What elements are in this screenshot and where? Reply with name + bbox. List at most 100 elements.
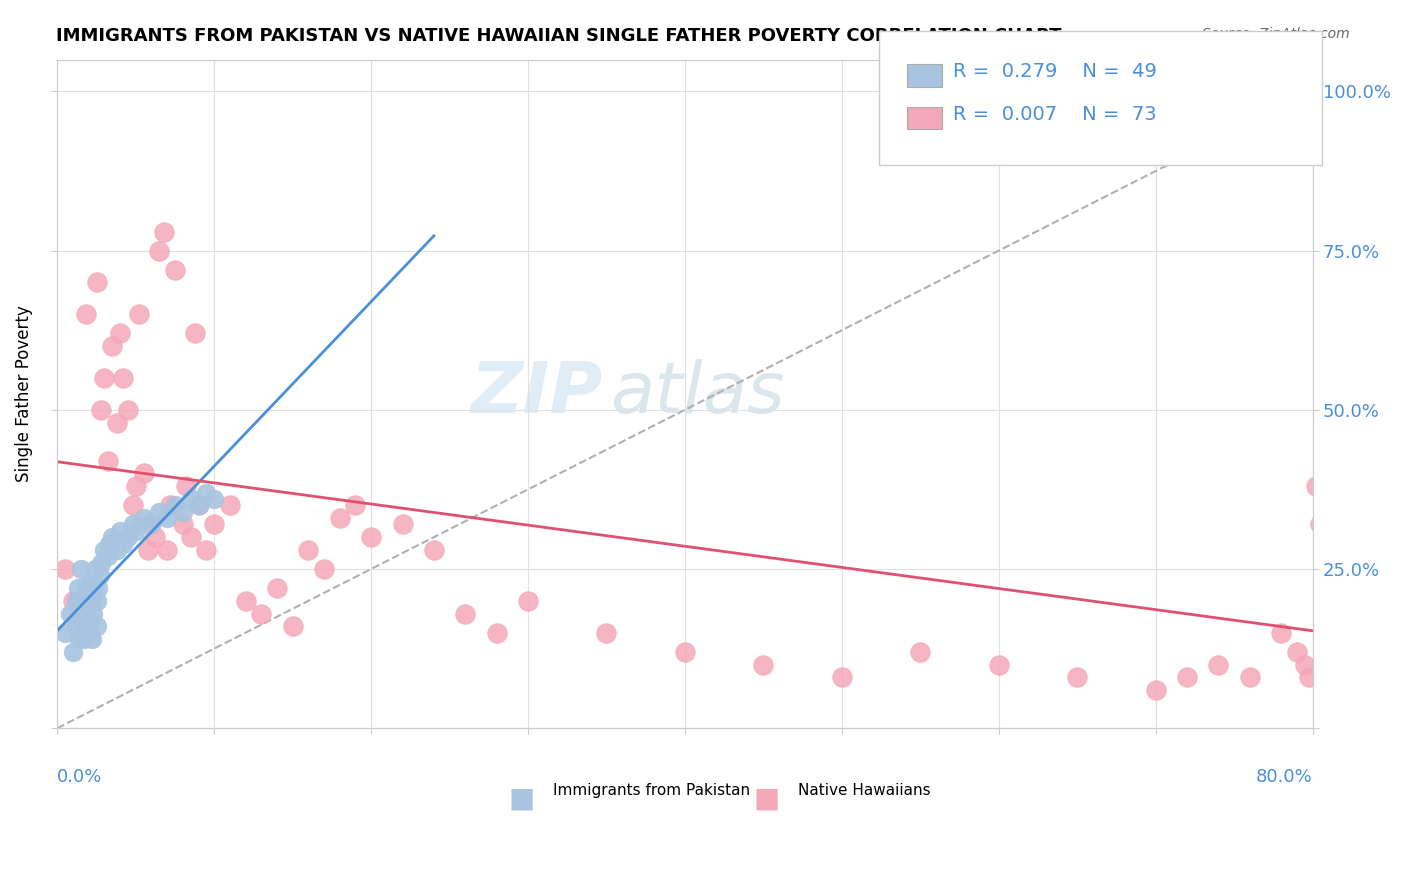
Point [79, 613, 101, 627]
Text: IMMIGRANTS FROM PAKISTAN VS NATIVE HAWAIIAN SINGLE FATHER POVERTY CORRELATION CH: IMMIGRANTS FROM PAKISTAN VS NATIVE HAWAI… [56, 27, 1062, 45]
Point [517, 594, 540, 608]
Point [80, 632, 103, 646]
Point [195, 542, 218, 557]
Point [73, 594, 96, 608]
Point [1208, 657, 1230, 672]
Point [77, 625, 100, 640]
Point [156, 542, 179, 557]
Point [128, 307, 150, 321]
Point [595, 625, 617, 640]
Y-axis label: Single Father Poverty: Single Father Poverty [15, 306, 32, 483]
Point [1270, 625, 1292, 640]
Point [117, 402, 139, 417]
Point [112, 536, 135, 550]
Point [153, 225, 176, 239]
Point [132, 467, 155, 481]
Point [53, 562, 76, 576]
Point [423, 542, 446, 557]
Point [266, 581, 288, 595]
Point [910, 645, 932, 659]
Point [87, 581, 110, 595]
Text: Immigrants from Pakistan: Immigrants from Pakistan [553, 783, 751, 798]
Point [101, 339, 124, 353]
Point [202, 517, 225, 532]
Point [187, 499, 209, 513]
Point [1298, 670, 1320, 684]
Point [1302, 103, 1324, 118]
Point [82, 581, 104, 595]
Point [1066, 670, 1088, 684]
Point [79, 574, 101, 589]
Point [141, 517, 163, 532]
Point [117, 530, 139, 544]
Text: Source: ZipAtlas.com: Source: ZipAtlas.com [1202, 27, 1350, 41]
Point [90, 556, 112, 570]
Point [148, 244, 170, 258]
Point [1309, 517, 1331, 532]
Point [108, 524, 131, 538]
Point [76, 600, 98, 615]
Text: ZIP: ZIP [471, 359, 603, 428]
Point [1305, 479, 1327, 493]
Point [136, 542, 159, 557]
Text: R =  0.279    N =  49: R = 0.279 N = 49 [953, 62, 1157, 81]
Point [132, 511, 155, 525]
Point [75, 619, 97, 633]
Point [72, 607, 94, 621]
Point [66, 581, 89, 595]
Point [73, 632, 96, 646]
Point [163, 499, 186, 513]
Point [180, 530, 202, 544]
Point [1396, 670, 1406, 684]
Point [1348, 607, 1371, 621]
Point [121, 517, 143, 532]
Point [59, 607, 82, 621]
Point [673, 645, 696, 659]
Point [101, 530, 124, 544]
Point [454, 607, 477, 621]
Point [86, 276, 108, 290]
Point [96, 454, 118, 468]
Point [125, 524, 148, 538]
Text: ■: ■ [509, 785, 534, 813]
Point [112, 371, 135, 385]
Point [121, 499, 143, 513]
Point [89, 568, 111, 582]
Text: 0.0%: 0.0% [58, 768, 103, 786]
Point [1175, 670, 1198, 684]
Point [69, 613, 91, 627]
Point [90, 402, 112, 417]
Point [485, 625, 508, 640]
Point [1324, 530, 1347, 544]
Point [219, 499, 242, 513]
Point [184, 326, 207, 341]
Text: ■: ■ [754, 785, 780, 813]
Point [1317, 562, 1340, 576]
Point [360, 530, 382, 544]
Point [75, 581, 97, 595]
Point [65, 619, 87, 633]
Point [987, 657, 1010, 672]
Point [77, 587, 100, 601]
Point [93, 542, 115, 557]
Point [195, 485, 218, 500]
Text: Native Hawaiians: Native Hawaiians [799, 783, 931, 798]
Point [84, 562, 107, 576]
Point [148, 505, 170, 519]
Point [344, 499, 367, 513]
Point [75, 307, 97, 321]
Point [108, 326, 131, 341]
Point [1239, 670, 1261, 684]
Point [1364, 625, 1386, 640]
Point [86, 619, 108, 633]
Point [156, 511, 179, 525]
Point [187, 499, 209, 513]
Point [69, 562, 91, 576]
Point [1333, 581, 1355, 595]
Point [141, 517, 163, 532]
Point [80, 594, 103, 608]
Point [831, 670, 853, 684]
Text: R =  0.007    N =  73: R = 0.007 N = 73 [953, 105, 1157, 124]
Point [174, 479, 197, 493]
Point [329, 511, 352, 525]
